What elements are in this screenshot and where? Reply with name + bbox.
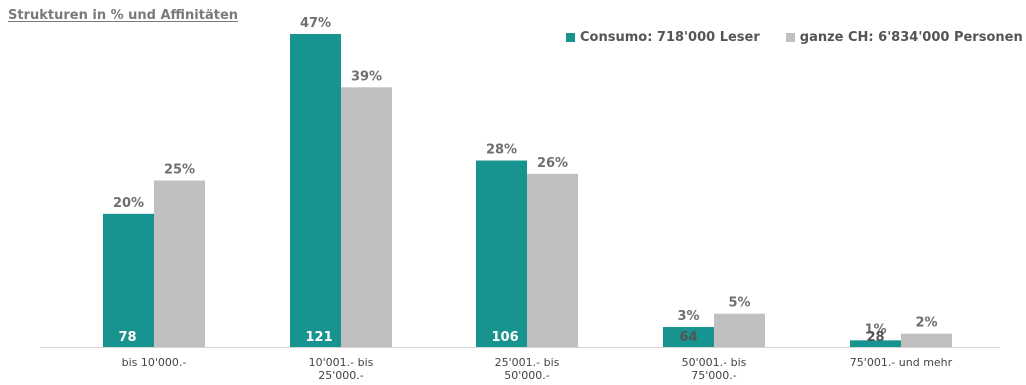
data-label-consumo: 47% [300, 16, 331, 31]
data-label-ch: 5% [728, 296, 750, 311]
bar-consumo [476, 160, 527, 347]
category-label: 25'000.- [318, 369, 364, 382]
bar-consumo [290, 34, 341, 347]
legend-label-ch: ganze CH: 6'834'000 Personen [799, 30, 1023, 45]
category-label: 10'001.- bis [309, 356, 374, 369]
affinity-label: 28 [866, 330, 884, 345]
bar-ch [901, 333, 952, 347]
bar-ch [714, 313, 765, 347]
bar-ch [341, 87, 392, 347]
data-label-consumo: 28% [486, 143, 517, 158]
bar-ch [527, 173, 578, 347]
legend-swatch-consumo [566, 33, 575, 42]
bar-consumo [103, 213, 154, 347]
bar-ch [154, 180, 205, 347]
chart-title: Strukturen in % und Affinitäten [8, 8, 239, 23]
data-label-ch: 25% [164, 163, 195, 178]
affinity-label: 121 [306, 330, 333, 345]
affinity-label: 64 [679, 330, 697, 345]
category-label: 25'001.- bis [495, 356, 560, 369]
legend-label-consumo: Consumo: 718'000 Leser [580, 30, 760, 45]
affinity-label: 78 [119, 330, 137, 345]
data-label-consumo: 3% [677, 309, 699, 324]
legend-swatch-ch [785, 33, 795, 42]
category-label: 75'000.- [691, 369, 737, 382]
bar-consumo [663, 327, 714, 347]
data-label-consumo: 1% [864, 322, 886, 337]
category-label: bis 10'000.- [122, 356, 187, 369]
data-label-ch: 39% [351, 69, 382, 84]
affinity-label: 106 [492, 330, 519, 345]
bar-consumo [850, 340, 901, 347]
category-label: 75'001.- und mehr [850, 356, 953, 369]
legend-item-consumo: Consumo: 718'000 Leser [566, 30, 760, 45]
legend-item-ch: ganze CH: 6'834'000 Personen [785, 30, 1023, 45]
category-label: 50'001.- bis [682, 356, 747, 369]
data-label-ch: 2% [915, 316, 937, 331]
data-label-consumo: 20% [113, 196, 144, 211]
data-label-ch: 26% [537, 156, 568, 171]
legend: Consumo: 718'000 Leser ganze CH: 6'834'0… [566, 30, 1026, 45]
category-label: 50'000.- [504, 369, 550, 382]
